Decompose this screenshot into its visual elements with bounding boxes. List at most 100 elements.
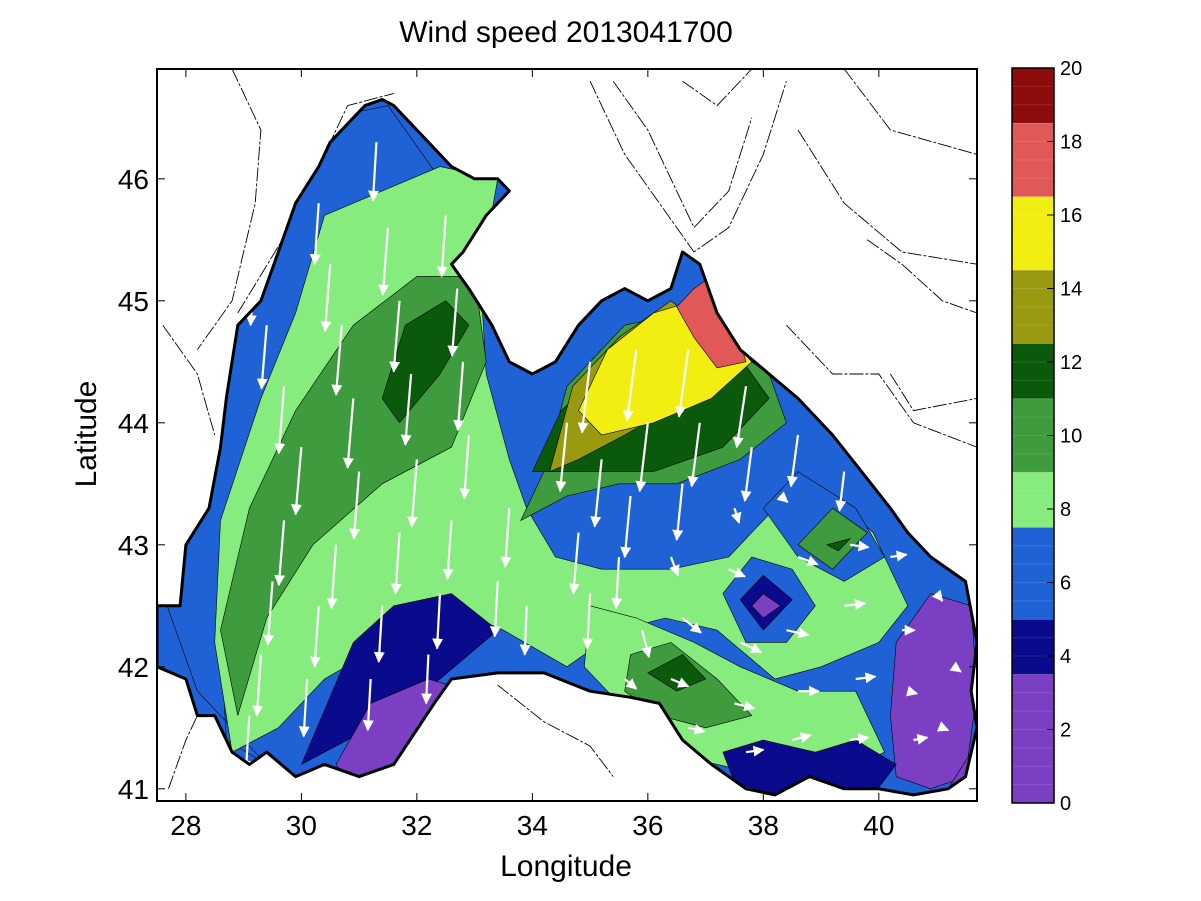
land-contour-line xyxy=(786,324,977,448)
wind-vector-arrow xyxy=(786,434,800,488)
wind-speed-contour-region xyxy=(751,593,782,619)
land-contour-line xyxy=(682,69,753,107)
colorbar-band xyxy=(1012,619,1054,675)
wind-vector-arrow xyxy=(582,593,594,650)
wind-vector-arrow xyxy=(519,605,531,656)
land-contour-line xyxy=(197,69,262,350)
plot-frame xyxy=(156,68,978,802)
wind-vector-arrow xyxy=(349,471,361,540)
wind-vector-arrow xyxy=(389,300,401,373)
wind-vector-arrow xyxy=(855,672,877,684)
wind-vector-arrow xyxy=(447,288,459,357)
y-tick-label: 44 xyxy=(118,408,149,439)
wind-vector-arrow xyxy=(362,678,374,732)
wind-vector-arrow xyxy=(459,434,471,500)
y-tick-label: 43 xyxy=(118,530,149,561)
wind-vector-arrow xyxy=(400,373,413,446)
wind-speed-contour-region xyxy=(797,507,868,570)
wind-vector-arrow xyxy=(568,532,580,595)
wind-vector-arrow xyxy=(611,556,623,610)
wind-vector-arrow xyxy=(368,142,380,202)
land-contour-line xyxy=(867,239,977,314)
wind-vector-arrow xyxy=(622,349,638,422)
colorbar-tick-label: 8 xyxy=(1060,499,1071,521)
colorbar-tick-label: 14 xyxy=(1060,279,1082,301)
land-contour-line xyxy=(589,81,787,253)
wind-vector-arrow xyxy=(421,654,433,705)
colorbar-band xyxy=(1012,527,1054,620)
land-contours xyxy=(162,69,977,789)
wind-speed-contour-region xyxy=(381,300,470,424)
wind-vector-arrow xyxy=(740,447,753,502)
x-tick-label: 28 xyxy=(170,810,201,841)
wind-speed-contour-region xyxy=(647,654,707,692)
wind-vector-arrow xyxy=(739,641,763,654)
wind-vector-arrow xyxy=(489,581,501,638)
wind-vector-arrow xyxy=(442,520,454,581)
y-tick-label: 45 xyxy=(118,286,149,317)
wind-vector-arrow xyxy=(577,361,592,434)
y-tick-label: 46 xyxy=(118,164,149,195)
land-contour-line xyxy=(497,684,614,777)
wind-vector-arrow xyxy=(263,581,275,646)
x-axis: 28 30 32 34 36 38 40 xyxy=(170,69,894,841)
wind-vector-arrow xyxy=(728,567,746,578)
wind-vector-arrow xyxy=(378,227,390,296)
colorbar-band xyxy=(1012,68,1054,124)
wind-vector-arrow xyxy=(406,459,418,528)
coastline-path xyxy=(157,98,977,797)
colorbar-tick-label: 0 xyxy=(1060,793,1071,815)
wind-vector-arrow xyxy=(681,617,702,634)
land-contour-line xyxy=(162,324,216,436)
coastline xyxy=(157,98,977,797)
x-tick-label: 34 xyxy=(517,810,548,841)
wind-vector-arrow xyxy=(309,605,321,668)
wind-vector-arrow xyxy=(500,508,512,568)
wind-vector-arrow xyxy=(373,605,385,664)
wind-vector-arrow xyxy=(274,386,286,455)
wind-speed-contour-region xyxy=(722,739,897,795)
wind-vector-arrow xyxy=(320,264,332,333)
wind-vector-arrow xyxy=(890,550,908,562)
chart-title: Wind speed 2013041700 xyxy=(399,16,733,49)
wind-vector-arrow xyxy=(797,555,819,567)
y-tick-label: 41 xyxy=(118,774,149,805)
wind-vector-arrow xyxy=(688,723,706,735)
land-contour-line xyxy=(612,80,753,229)
y-axis: 41 42 43 44 45 46 xyxy=(118,164,977,805)
wind-vector-arrow xyxy=(624,678,638,690)
wind-vector-arrow xyxy=(674,349,690,418)
wind-vector-arrow xyxy=(849,733,870,745)
wind-vector-arrow xyxy=(620,495,632,559)
wind-vector-arrow xyxy=(949,661,962,673)
wind-vector-arrow xyxy=(734,700,756,712)
colorbar: 0 2 4 6 8 10 12 14 16 18 20 xyxy=(1011,58,1082,815)
wind-vector-arrow xyxy=(274,520,286,587)
wind-vector-arrow xyxy=(326,544,338,610)
wind-vector-arrow xyxy=(672,483,684,542)
wind-vector-arrow xyxy=(309,203,321,266)
land-contour-line xyxy=(890,373,977,412)
land-contour-line xyxy=(168,715,198,789)
wind-vector-arrow xyxy=(732,386,748,449)
y-tick-label: 42 xyxy=(118,652,149,683)
wind-vector-arrow xyxy=(730,507,742,524)
colorbar-tick-label: 4 xyxy=(1060,646,1071,668)
x-axis-label: Longitude xyxy=(500,850,632,883)
wind-vector-arrow xyxy=(844,599,867,610)
wind-vector-arrow xyxy=(641,629,652,659)
colorbar-band xyxy=(1012,123,1054,197)
wind-vector-arrow xyxy=(342,398,355,470)
wind-vector-arrow xyxy=(849,540,870,552)
wind-vector-arrow xyxy=(390,532,402,595)
wind-vector-arrow xyxy=(590,459,603,528)
colorbar-tick-label: 16 xyxy=(1060,205,1082,227)
wind-vector-arrow xyxy=(290,447,303,516)
wind-vector-arrow xyxy=(432,593,444,650)
wind-speed-contour-region xyxy=(826,538,851,552)
wind-vector-arrow xyxy=(635,422,649,493)
wind-vector-arrow xyxy=(436,215,448,278)
colorbar-band xyxy=(1012,270,1054,344)
x-tick-label: 32 xyxy=(401,810,432,841)
